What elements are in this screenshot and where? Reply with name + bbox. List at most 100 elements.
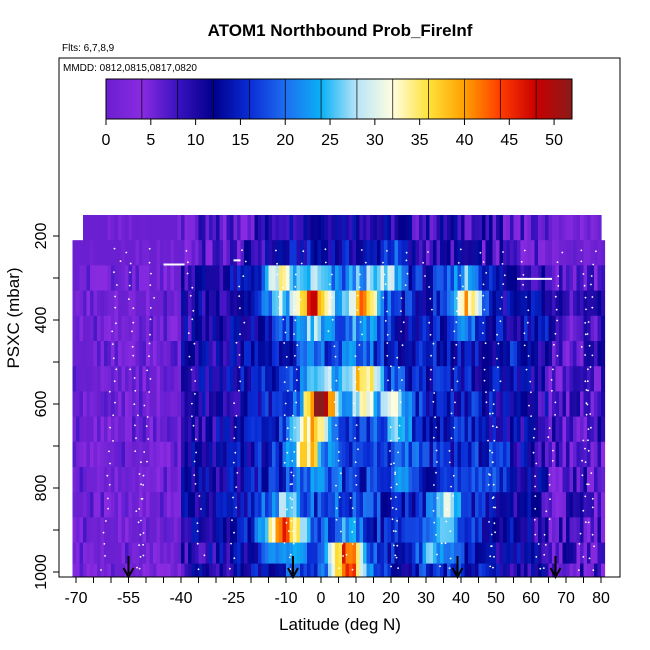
- heatmap-cell: [447, 441, 452, 468]
- x-tick-label: 50: [487, 590, 505, 607]
- heatmap-cell: [363, 492, 368, 518]
- heatmap-cell: [534, 341, 539, 367]
- y-tick-label: 400: [33, 307, 50, 334]
- heatmap-cell: [583, 391, 588, 418]
- track-point: [561, 251, 564, 254]
- heatmap-cell: [524, 315, 529, 342]
- heatmap-cell: [261, 240, 266, 266]
- heatmap-cell: [345, 265, 350, 292]
- heatmap-cell: [594, 290, 599, 317]
- heatmap-cell: [534, 391, 539, 418]
- track-point: [436, 497, 439, 499]
- heatmap-cell: [342, 240, 347, 266]
- heatmap-cell: [195, 542, 200, 565]
- heatmap-cell: [307, 517, 312, 544]
- track-point: [406, 272, 409, 275]
- heatmap-cell: [111, 542, 116, 565]
- dates-annotation: MMDD: 0812,0815,0817,0820: [63, 63, 197, 74]
- track-point: [523, 249, 526, 252]
- heatmap-cell: [548, 315, 553, 342]
- heatmap-cell: [191, 391, 196, 418]
- heatmap-cell: [384, 366, 389, 392]
- heatmap-cell: [496, 467, 501, 493]
- heatmap-cell: [583, 366, 588, 392]
- track-point: [587, 449, 590, 452]
- heatmap-cell: [338, 341, 343, 367]
- heatmap-cell: [394, 563, 399, 577]
- heatmap-cell: [454, 315, 459, 342]
- heatmap-cell: [412, 265, 417, 292]
- heatmap-cell: [97, 341, 102, 367]
- heatmap-cell: [118, 240, 123, 266]
- heatmap-cell: [275, 542, 280, 565]
- heatmap-cell: [454, 341, 459, 367]
- track-point: [149, 307, 152, 309]
- heatmap-cell: [163, 391, 168, 418]
- heatmap-cell: [566, 215, 571, 241]
- heatmap-cell: [559, 215, 564, 241]
- track-point: [194, 380, 197, 382]
- heatmap-cell: [499, 215, 504, 241]
- heatmap-cell: [520, 391, 525, 418]
- heatmap-cell: [184, 215, 189, 241]
- heatmap-cell: [597, 315, 602, 342]
- heatmap-cell: [401, 315, 406, 342]
- heatmap-cell: [485, 441, 490, 468]
- heatmap-cell: [394, 341, 399, 367]
- heatmap-cell: [296, 265, 301, 292]
- heatmap-cell: [104, 315, 109, 342]
- heatmap-cell: [216, 563, 221, 577]
- heatmap-cell: [331, 542, 336, 565]
- heatmap-cell: [433, 391, 438, 418]
- heatmap-cell: [545, 467, 550, 493]
- track-point: [134, 450, 137, 452]
- heatmap-cell: [345, 240, 350, 266]
- track-point: [584, 322, 587, 324]
- track-point: [138, 544, 141, 546]
- heatmap-cell: [331, 492, 336, 518]
- track-point: [398, 424, 401, 427]
- heatmap-cell: [485, 315, 490, 342]
- heatmap-cell: [538, 492, 543, 518]
- heatmap-cell: [464, 290, 469, 317]
- track-point: [584, 333, 587, 336]
- track-point: [489, 474, 491, 476]
- heatmap-cell: [415, 467, 420, 493]
- heatmap-cell: [251, 391, 256, 418]
- colorbar-tick-label: 25: [321, 132, 339, 149]
- heatmap-cell: [405, 290, 410, 317]
- heatmap-cell: [527, 441, 532, 468]
- heatmap-cell: [254, 391, 259, 418]
- track-point: [292, 530, 294, 533]
- heatmap-cell: [324, 315, 329, 342]
- heatmap-cell: [79, 290, 84, 317]
- heatmap-cell: [118, 517, 123, 544]
- heatmap-cell: [310, 290, 315, 317]
- heatmap-cell: [349, 492, 354, 518]
- heatmap-cell: [219, 265, 224, 292]
- track-point: [588, 557, 591, 560]
- heatmap-cell: [408, 240, 413, 266]
- heatmap-cell: [76, 290, 81, 317]
- heatmap-cell: [191, 341, 196, 367]
- heatmap-cell: [188, 215, 193, 241]
- heatmap-cell: [482, 391, 487, 418]
- heatmap-cell: [345, 416, 350, 443]
- heatmap-cell: [555, 391, 560, 418]
- heatmap-cell: [111, 215, 116, 241]
- track-point: [485, 272, 488, 274]
- heatmap-cell: [419, 366, 424, 392]
- track-point: [591, 533, 594, 536]
- heatmap-cell: [153, 542, 158, 565]
- heatmap-cell: [538, 517, 543, 544]
- heatmap-cell: [174, 441, 179, 468]
- heatmap-cell: [492, 240, 497, 266]
- heatmap-cell: [324, 441, 329, 468]
- heatmap-cell: [216, 265, 221, 292]
- heatmap-cell: [251, 240, 256, 266]
- heatmap-cell: [541, 240, 546, 266]
- heatmap-cell: [405, 467, 410, 493]
- heatmap-cell: [328, 492, 333, 518]
- heatmap-cell: [93, 542, 98, 565]
- heatmap-cell: [482, 416, 487, 443]
